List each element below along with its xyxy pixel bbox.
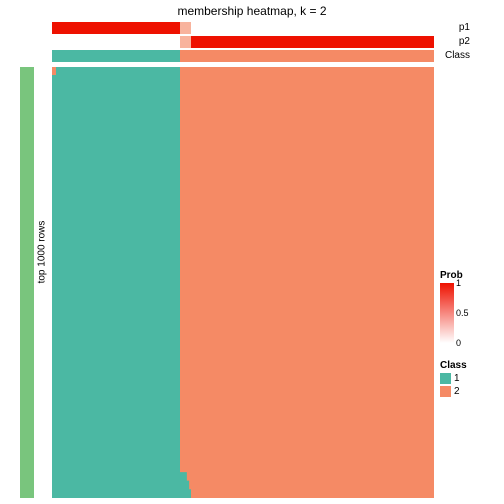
legend-class-title: Class	[440, 360, 498, 371]
ann-class-seg2	[180, 50, 434, 62]
left-sampling-bar	[20, 67, 34, 498]
ann-p1-seg3	[191, 22, 434, 34]
legend-class-item-1: 1	[440, 373, 498, 384]
legend-prob: Prob 1 0.5 0	[440, 270, 498, 343]
top-annotations	[52, 22, 434, 64]
heatmap-notch-topleft	[52, 67, 56, 75]
legend-prob-title: Prob	[440, 270, 498, 281]
legend-class-swatch-2	[440, 386, 451, 397]
legend-class-swatch-1	[440, 373, 451, 384]
ann-p2-seg3	[191, 36, 434, 48]
legend-class-label-1: 1	[454, 373, 460, 384]
heatmap-region-class1	[52, 67, 180, 498]
annotation-row-p1	[52, 22, 434, 34]
legend-class: Class 1 2	[440, 360, 498, 397]
annotation-label-p1: p1	[459, 22, 470, 33]
legend-prob-gradient: 1 0.5 0	[440, 283, 454, 343]
chart-title: membership heatmap, k = 2	[0, 4, 504, 18]
legend-class-label-2: 2	[454, 386, 460, 397]
legend-prob-tick-2: 0.5	[456, 308, 469, 318]
ann-p1-seg2	[180, 22, 191, 34]
heatmap-region-class2	[180, 67, 434, 498]
y-axis-label-inner: top 1000 rows	[37, 221, 48, 284]
annotation-label-class: Class	[445, 50, 470, 61]
legend-class-item-2: 2	[440, 386, 498, 397]
ann-p1-seg1	[52, 22, 180, 34]
legend-prob-tick-1: 1	[456, 278, 461, 288]
ann-p2-seg2	[180, 36, 191, 48]
ann-p2-seg1	[52, 36, 180, 48]
annotation-row-p2	[52, 36, 434, 48]
ann-class-seg1	[52, 50, 180, 62]
annotation-label-p2: p2	[459, 36, 470, 47]
annotation-row-class	[52, 50, 434, 62]
heatmap-body	[52, 67, 434, 498]
legend-prob-tick-3: 0	[456, 338, 461, 348]
